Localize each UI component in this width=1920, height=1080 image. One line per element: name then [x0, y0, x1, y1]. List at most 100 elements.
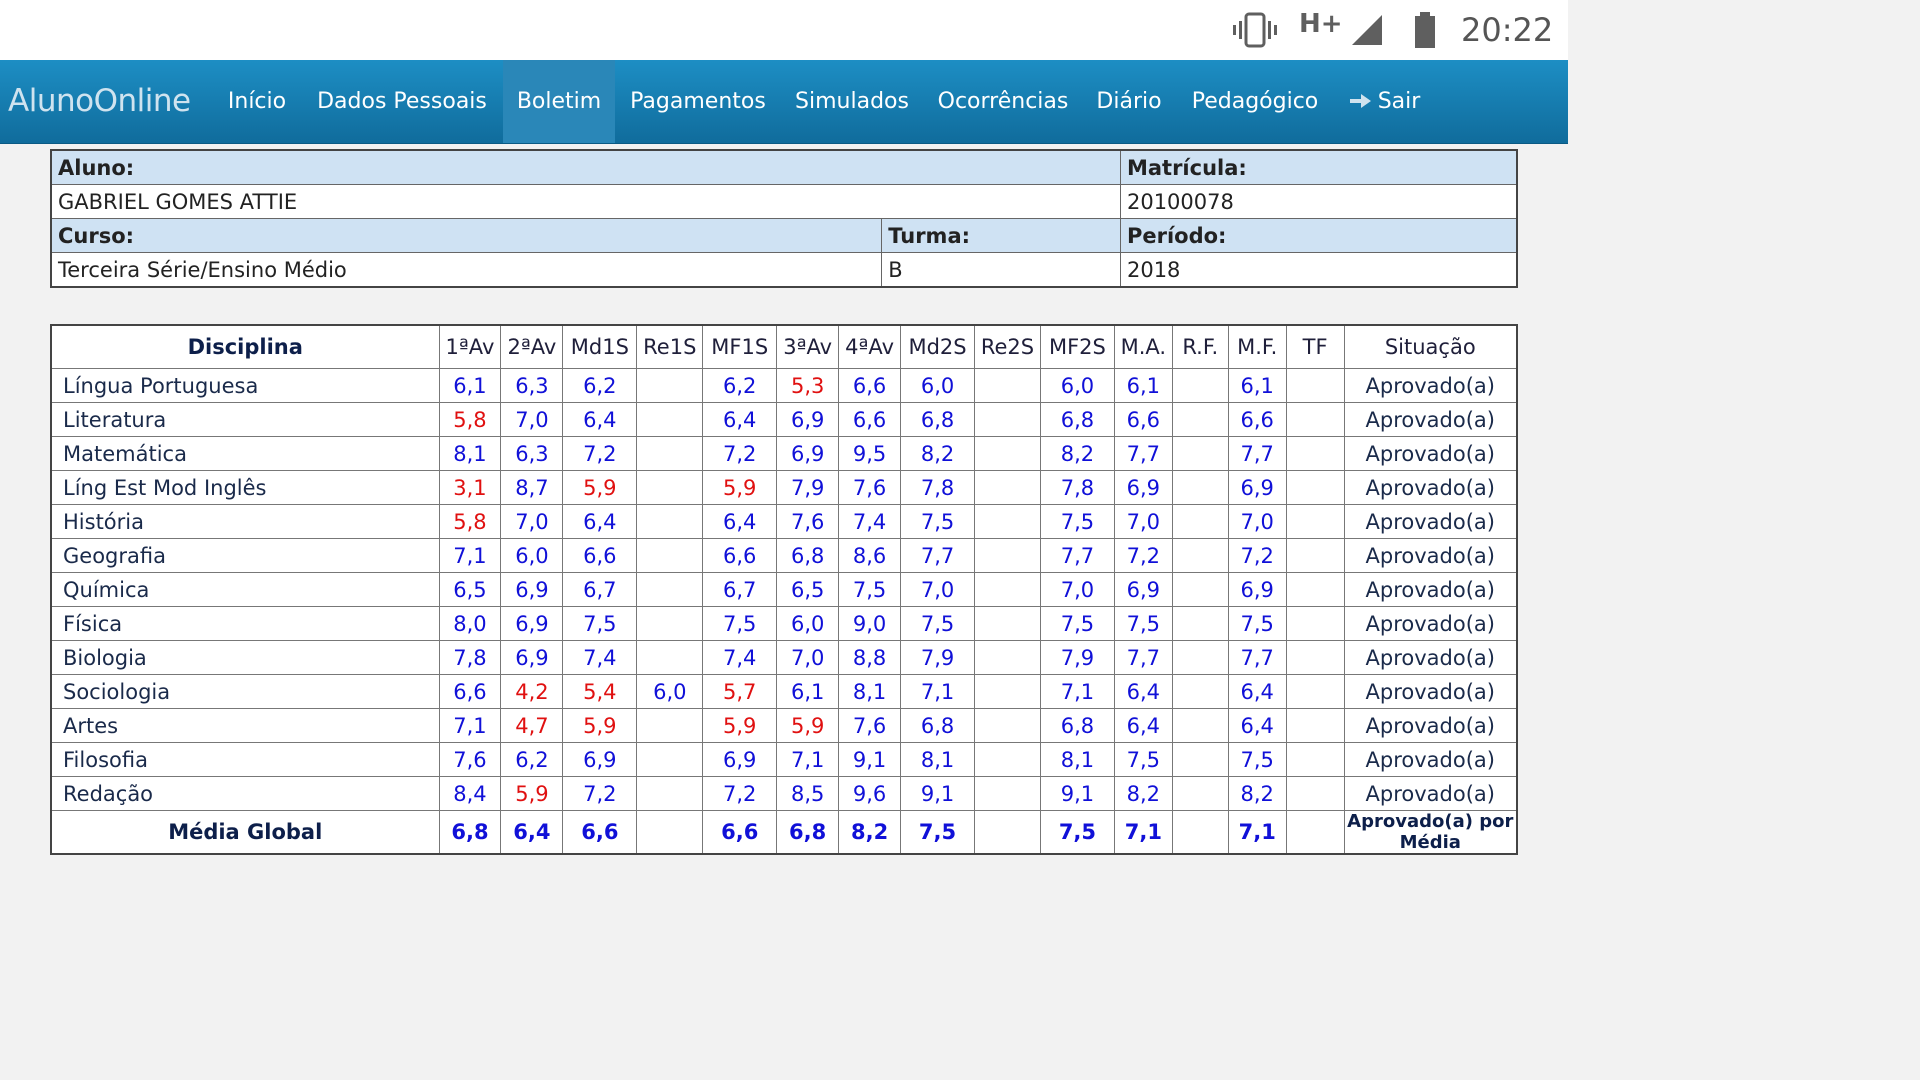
grade-cell: [636, 810, 704, 855]
grade-cell: [974, 470, 1041, 505]
grade-cell: 8,5: [776, 776, 840, 811]
grade-cell: 4,2: [500, 674, 564, 709]
grade-cell: [636, 436, 704, 471]
grade-cell: [1171, 504, 1229, 539]
grade-cell: [1285, 436, 1345, 471]
subject-name: Língua Portuguesa: [50, 368, 440, 403]
grade-cell: 6,2: [562, 368, 638, 403]
grade-cell: 9,5: [838, 436, 902, 471]
brand-logo[interactable]: AlunoOnline: [8, 83, 191, 119]
column-header: Situação: [1343, 324, 1518, 369]
clock: 20:22: [1461, 11, 1554, 49]
main-navbar: AlunoOnline Início Dados Pessoais Boleti…: [0, 60, 1568, 144]
grade-cell: 7,1: [438, 538, 502, 573]
grade-cell: 6,0: [636, 674, 704, 709]
status-cell: Aprovado(a) por Média: [1343, 810, 1518, 855]
column-header: Md1S: [562, 324, 638, 369]
aluno-value: GABRIEL GOMES ATTIE: [50, 184, 1121, 219]
grade-cell: [1285, 368, 1345, 403]
grade-cell: 6,0: [1039, 368, 1115, 403]
column-header: MF2S: [1039, 324, 1115, 369]
grade-cell: 6,4: [562, 402, 638, 437]
table-row: Geografia 7,1 6,0 6,6 6,6 6,8 8,6 7,7 7,7 7,2 7,2 A…: [50, 538, 1518, 573]
grade-cell: 6,5: [776, 572, 840, 607]
grade-cell: 7,5: [1227, 606, 1287, 641]
nav-sair[interactable]: Sair: [1340, 60, 1430, 143]
grade-cell: [636, 504, 704, 539]
grade-cell: [1285, 640, 1345, 675]
nav-inicio[interactable]: Início: [227, 89, 287, 114]
nav-boletim[interactable]: Boletim: [503, 60, 615, 143]
grade-cell: 7,2: [702, 776, 778, 811]
subject-name: História: [50, 504, 440, 539]
grade-cell: 9,1: [900, 776, 975, 811]
column-header: 4ªAv: [838, 324, 902, 369]
grade-cell: 8,2: [900, 436, 975, 471]
table-row: Filosofia 7,6 6,2 6,9 6,9 7,1 9,1 8,1 8,1 7,5 7,5 A…: [50, 742, 1518, 777]
nav-simulados[interactable]: Simulados: [795, 89, 909, 114]
subject-name: Matemática: [50, 436, 440, 471]
nav-pagamentos[interactable]: Pagamentos: [630, 89, 766, 114]
grade-cell: 7,5: [1039, 606, 1115, 641]
grade-cell: 7,8: [1039, 470, 1115, 505]
grade-cell: 7,6: [776, 504, 840, 539]
grade-cell: [974, 402, 1041, 437]
subject-name: Filosofia: [50, 742, 440, 777]
grade-cell: 7,1: [900, 674, 975, 709]
grade-cell: 7,1: [438, 708, 502, 743]
grade-cell: 7,6: [838, 470, 902, 505]
grade-cell: 7,1: [776, 742, 840, 777]
grade-cell: 9,1: [1039, 776, 1115, 811]
column-header: Md2S: [900, 324, 975, 369]
grade-cell: 5,9: [562, 470, 638, 505]
grade-cell: 6,6: [702, 810, 778, 855]
nav-dados-pessoais[interactable]: Dados Pessoais: [317, 89, 487, 114]
grade-cell: 4,7: [500, 708, 564, 743]
grade-cell: [636, 708, 704, 743]
table-row: Biologia 7,8 6,9 7,4 7,4 7,0 8,8 7,9 7,9 7,7 7,7 Ap…: [50, 640, 1518, 675]
nav-ocorrencias[interactable]: Ocorrências: [937, 89, 1069, 114]
grade-cell: 5,9: [702, 470, 778, 505]
nav-pedagogico[interactable]: Pedagógico: [1191, 89, 1319, 114]
status-cell: Aprovado(a): [1343, 640, 1518, 675]
grade-cell: [636, 470, 704, 505]
grade-cell: 8,2: [1113, 776, 1173, 811]
grade-cell: 6,4: [562, 504, 638, 539]
table-row: Química 6,5 6,9 6,7 6,7 6,5 7,5 7,0 7,0 6,9 6,9 Apr…: [50, 572, 1518, 607]
nav-diario[interactable]: Diário: [1096, 89, 1162, 114]
grade-cell: [636, 368, 704, 403]
grade-cell: 6,2: [702, 368, 778, 403]
grade-cell: 6,9: [776, 402, 840, 437]
periodo-label: Período:: [1119, 218, 1518, 253]
grade-cell: 8,8: [838, 640, 902, 675]
grade-cell: 5,4: [562, 674, 638, 709]
grade-cell: [974, 674, 1041, 709]
grade-cell: 6,8: [776, 810, 840, 855]
status-cell: Aprovado(a): [1343, 368, 1518, 403]
grade-cell: [1285, 538, 1345, 573]
grade-cell: 7,5: [900, 810, 975, 855]
grade-cell: 6,8: [900, 402, 975, 437]
grade-cell: 7,5: [702, 606, 778, 641]
subject-name: Redação: [50, 776, 440, 811]
grade-cell: 7,8: [438, 640, 502, 675]
grade-cell: [974, 810, 1041, 855]
grade-cell: 7,9: [1039, 640, 1115, 675]
grade-cell: 6,6: [562, 810, 638, 855]
grade-cell: 7,0: [776, 640, 840, 675]
grade-cell: 7,5: [900, 504, 975, 539]
grade-cell: 7,5: [1039, 810, 1115, 855]
grade-cell: 5,8: [438, 504, 502, 539]
grade-cell: 7,2: [702, 436, 778, 471]
grade-cell: 7,0: [1039, 572, 1115, 607]
grade-cell: 8,1: [1039, 742, 1115, 777]
grade-cell: [974, 436, 1041, 471]
grade-cell: 7,5: [838, 572, 902, 607]
grade-cell: [1171, 538, 1229, 573]
grade-cell: 6,1: [438, 368, 502, 403]
grade-cell: 6,4: [1113, 708, 1173, 743]
matricula-label: Matrícula:: [1119, 149, 1518, 185]
grade-cell: [1171, 776, 1229, 811]
table-row: Literatura 5,8 7,0 6,4 6,4 6,9 6,6 6,8 6,8 6,6 6,6…: [50, 402, 1518, 437]
grade-cell: 6,4: [1227, 674, 1287, 709]
